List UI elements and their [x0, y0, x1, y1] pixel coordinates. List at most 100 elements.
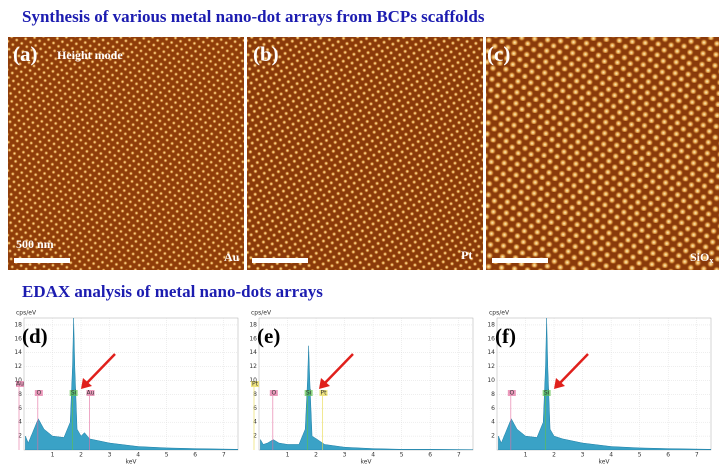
element-label: Pt [252, 381, 259, 388]
x-tick-label: 5 [165, 452, 169, 459]
spectrum [25, 318, 238, 450]
figure-title: Synthesis of various metal nano-dot arra… [22, 7, 485, 26]
y-tick-label: 6 [491, 405, 495, 412]
scale-label: 500 nm [16, 237, 54, 251]
y-tick-label: 10 [14, 377, 22, 384]
material-label: Pt [461, 248, 472, 262]
y-tick-label: 14 [249, 349, 257, 356]
element-label: Au [16, 381, 24, 388]
element-label: Si [544, 390, 550, 397]
arrow-head [81, 378, 92, 389]
plot-area [496, 317, 712, 451]
panel-label: (c) [487, 42, 510, 66]
material-subscript: x [709, 256, 713, 265]
x-tick-label: 5 [638, 452, 642, 459]
scale-bar [252, 258, 308, 263]
material-text: SiO [690, 250, 709, 264]
x-tick-label: 6 [666, 452, 670, 459]
plot-area [23, 317, 239, 451]
y-axis-label: cps/eV [251, 310, 272, 317]
scale-bar [492, 258, 548, 263]
element-tag [34, 390, 43, 396]
x-axis-label: keV [598, 459, 610, 466]
y-tick-label: 8 [253, 391, 257, 398]
y-tick-label: 4 [18, 419, 22, 426]
y-tick-label: 12 [14, 363, 22, 370]
element-label: Si [306, 390, 312, 397]
y-tick-label: 8 [491, 391, 495, 398]
x-tick-label: 2 [552, 452, 556, 459]
element-label: O [36, 390, 41, 397]
element-tag [251, 381, 259, 387]
x-tick-label: 7 [457, 452, 461, 459]
element-label: Au [87, 390, 95, 397]
afm-image [8, 37, 244, 270]
y-tick-label: 18 [14, 321, 22, 328]
scale-bar [14, 258, 70, 263]
y-tick-label: 2 [18, 433, 22, 440]
element-tag [319, 390, 328, 396]
section-heading: EDAX analysis of metal nano-dots arrays [22, 282, 323, 301]
y-axis-label: cps/eV [489, 310, 510, 317]
x-tick-label: 3 [343, 452, 347, 459]
x-tick-label: 5 [400, 452, 404, 459]
x-tick-label: 4 [136, 452, 140, 459]
y-axis-label: cps/eV [16, 310, 37, 317]
x-axis-label: keV [125, 459, 137, 466]
arrow-head [554, 378, 565, 389]
element-tag [507, 390, 516, 396]
y-tick-label: 2 [491, 433, 495, 440]
y-tick-label: 6 [18, 405, 22, 412]
afm-image [247, 37, 483, 270]
element-tag [16, 381, 24, 387]
spectrum [260, 345, 473, 450]
x-tick-label: 6 [193, 452, 197, 459]
arrow-head [319, 378, 330, 389]
y-tick-label: 4 [491, 419, 495, 426]
panel-label: (f) [495, 324, 516, 348]
y-tick-label: 14 [14, 349, 22, 356]
y-tick-label: 16 [249, 335, 257, 342]
y-tick-label: 14 [487, 349, 495, 356]
y-tick-label: 18 [487, 321, 495, 328]
mode-label: Height mode [57, 48, 123, 62]
x-tick-label: 4 [609, 452, 613, 459]
arrow [557, 353, 589, 386]
element-label: Si [71, 390, 77, 397]
element-tag [69, 390, 78, 396]
x-tick-label: 7 [222, 452, 226, 459]
panel-label: (e) [257, 324, 280, 348]
plot-area [258, 317, 474, 451]
element-tag [86, 390, 95, 396]
element-label: O [271, 390, 276, 397]
arrow [84, 353, 116, 386]
panel-label: (a) [13, 42, 38, 66]
x-axis-label: keV [360, 459, 372, 466]
x-tick-label: 6 [428, 452, 432, 459]
x-tick-label: 1 [51, 452, 55, 459]
y-tick-label: 16 [487, 335, 495, 342]
y-tick-label: 10 [487, 377, 495, 384]
y-tick-label: 4 [253, 419, 257, 426]
y-tick-label: 16 [14, 335, 22, 342]
spectrum [498, 318, 711, 450]
material-label: Au [224, 250, 240, 264]
x-tick-label: 2 [79, 452, 83, 459]
y-tick-label: 8 [18, 391, 22, 398]
y-tick-label: 10 [249, 377, 257, 384]
x-tick-label: 1 [524, 452, 528, 459]
y-tick-label: 12 [249, 363, 257, 370]
panel-label: (d) [22, 324, 48, 348]
y-tick-label: 2 [253, 433, 257, 440]
material-label: SiOx [690, 250, 713, 265]
element-tag [542, 390, 551, 396]
element-tag [304, 390, 313, 396]
arrow [322, 353, 354, 386]
x-tick-label: 7 [695, 452, 699, 459]
x-tick-label: 1 [286, 452, 290, 459]
element-label: Pt [321, 390, 328, 397]
x-tick-label: 3 [581, 452, 585, 459]
